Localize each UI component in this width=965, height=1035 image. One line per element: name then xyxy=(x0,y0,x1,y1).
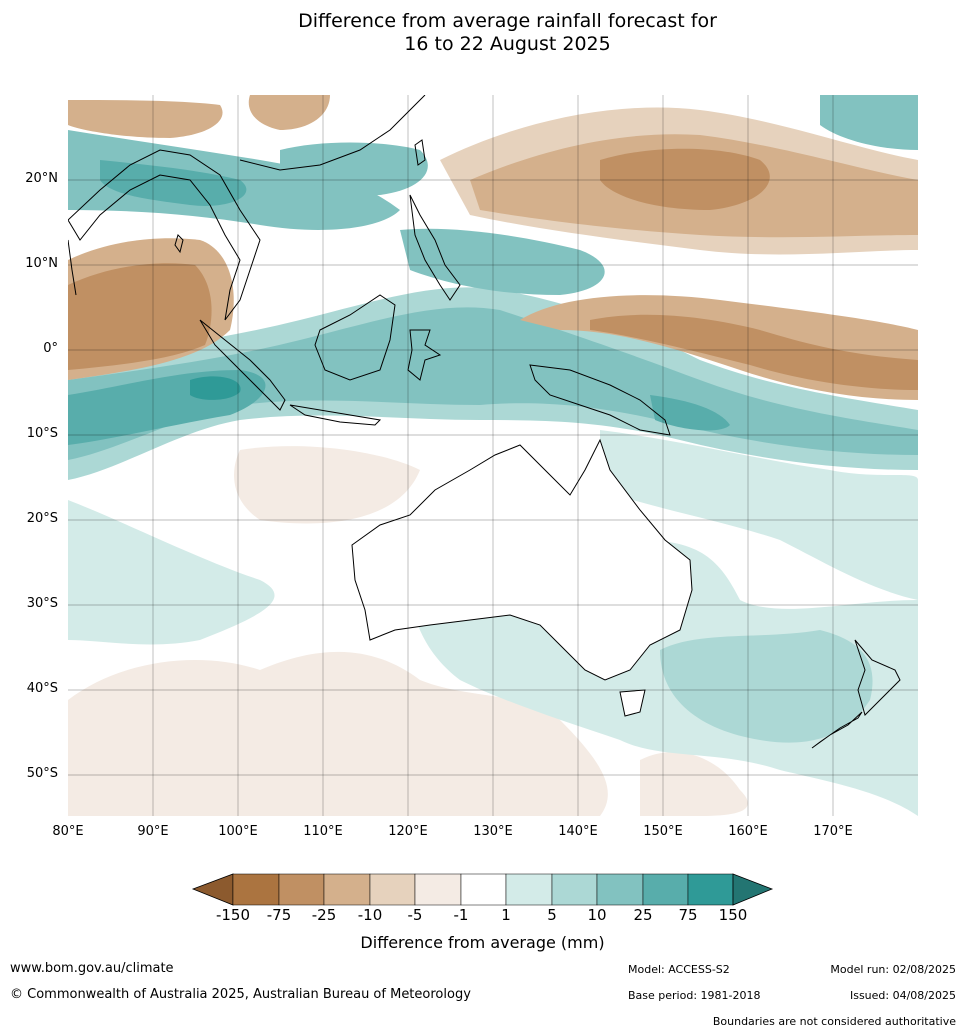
anomaly-region-dry-south xyxy=(68,651,608,816)
colorbar-segment xyxy=(323,873,371,906)
anomaly-region-wet-indian-peak xyxy=(190,376,241,400)
lon-label-140e: 140°E xyxy=(558,824,598,839)
borneo-outline xyxy=(314,294,396,381)
lon-label-120e: 120°E xyxy=(388,824,428,839)
lat-label-50s: 50°S xyxy=(26,766,58,781)
colorbar-tick: 10 xyxy=(587,906,607,924)
mainland-asia-outline xyxy=(68,149,261,321)
anomaly-region-dry-north-indian-core xyxy=(68,263,212,370)
colorbar-segment xyxy=(505,873,553,906)
footer-base-period: Base period: 1981-2018 xyxy=(628,989,761,1002)
china-coast-outline xyxy=(239,95,426,171)
colorbar-title: Difference from average (mm) xyxy=(360,933,605,952)
anomaly-region-wet-philippines xyxy=(400,228,605,295)
anomaly-region-wet-pacific-south xyxy=(600,430,918,600)
sri-lanka-outline xyxy=(174,234,184,254)
colorbar-extend-low xyxy=(191,873,234,906)
taiwan-outline xyxy=(414,139,426,166)
colorbar-segment xyxy=(369,873,416,906)
colorbar-segment xyxy=(278,873,325,906)
colorbar-segment xyxy=(414,873,462,906)
lat-label-40s: 40°S xyxy=(26,681,58,696)
colorbar-tick: -25 xyxy=(311,906,337,924)
anomaly-region-wet-coral-sea xyxy=(650,395,730,431)
title-line-1: Difference from average rainfall forecas… xyxy=(298,10,717,32)
lon-label-80e: 80°E xyxy=(52,824,84,839)
colorbar-segment xyxy=(642,873,689,906)
new-zealand-south-island xyxy=(811,711,863,749)
footer-issued: Issued: 04/08/2025 xyxy=(849,989,956,1002)
colorbar xyxy=(191,873,774,906)
anomaly-region-dry-north-pacific-core xyxy=(600,148,770,210)
new-guinea-outline xyxy=(529,364,671,436)
colorbar-tick: 5 xyxy=(547,906,557,924)
lat-label-0: 0° xyxy=(43,341,58,356)
footer-copyright: © Commonwealth of Australia 2025, Austra… xyxy=(10,987,471,1002)
footer-disclaimer: Boundaries are not considered authoritat… xyxy=(712,1015,956,1028)
lon-label-160e: 160°E xyxy=(728,824,768,839)
new-zealand-north-island xyxy=(854,639,901,716)
philippines-outline xyxy=(409,194,461,301)
footer-model-run: Model run: 02/08/2025 xyxy=(830,963,956,976)
map-gridlines xyxy=(68,95,918,816)
australia-land xyxy=(351,438,693,681)
lat-label-10n: 10°N xyxy=(25,256,58,271)
colorbar-tick: 150 xyxy=(718,906,748,924)
anomaly-region-dry-china xyxy=(68,100,223,138)
sulawesi-outline xyxy=(407,329,442,381)
anomaly-region-dry-east-indian xyxy=(234,446,420,524)
colorbar-tick: 75 xyxy=(678,906,698,924)
lat-label-20n: 20°N xyxy=(25,171,58,186)
colorbar-segment xyxy=(460,873,507,906)
lat-label-20s: 20°S xyxy=(26,511,58,526)
footer-url[interactable]: www.bom.gov.au/climate xyxy=(10,961,174,976)
lon-label-150e: 150°E xyxy=(643,824,683,839)
anomaly-region-dry-china-east xyxy=(248,95,330,130)
colorbar-tick: 25 xyxy=(633,906,653,924)
chart-title: Difference from average rainfall forecas… xyxy=(0,10,965,56)
anomaly-region-dry-equatorial-core xyxy=(590,314,918,390)
rainfall-anomaly-map xyxy=(68,95,918,816)
lat-label-30s: 30°S xyxy=(26,596,58,611)
colorbar-tick: -1 xyxy=(453,906,469,924)
anomaly-region-wet-mainland-core xyxy=(100,160,247,206)
lon-label-90e: 90°E xyxy=(137,824,169,839)
colorbar-segment xyxy=(596,873,644,906)
anomaly-region-wet-tasman xyxy=(660,630,873,743)
colorbar-tick: -5 xyxy=(407,906,423,924)
anomaly-region-wet-south-china xyxy=(280,142,428,195)
footer-model: Model: ACCESS-S2 xyxy=(628,963,730,976)
lon-label-130e: 130°E xyxy=(473,824,513,839)
tasmania-land xyxy=(619,689,646,717)
lat-label-10s: 10°S xyxy=(26,426,58,441)
colorbar-segment xyxy=(232,873,280,906)
india-outline xyxy=(68,239,77,296)
anomaly-region-wet-north-pacific xyxy=(820,95,918,150)
colorbar-tick: -150 xyxy=(215,906,251,924)
title-line-2: 16 to 22 August 2025 xyxy=(404,33,611,55)
colorbar-segment xyxy=(687,873,734,906)
colorbar-tick: -10 xyxy=(357,906,383,924)
lon-label-110e: 110°E xyxy=(303,824,343,839)
lon-label-170e: 170°E xyxy=(813,824,853,839)
anomaly-region-wet-south-ocean xyxy=(68,500,275,645)
java-outline xyxy=(289,404,382,426)
colorbar-tick: 1 xyxy=(501,906,511,924)
anomaly-region-dry-south-east xyxy=(640,751,748,816)
lon-label-100e: 100°E xyxy=(218,824,258,839)
colorbar-segment xyxy=(551,873,598,906)
colorbar-extend-high xyxy=(732,873,774,906)
colorbar-tick: -75 xyxy=(266,906,292,924)
sumatra-outline xyxy=(199,319,286,411)
